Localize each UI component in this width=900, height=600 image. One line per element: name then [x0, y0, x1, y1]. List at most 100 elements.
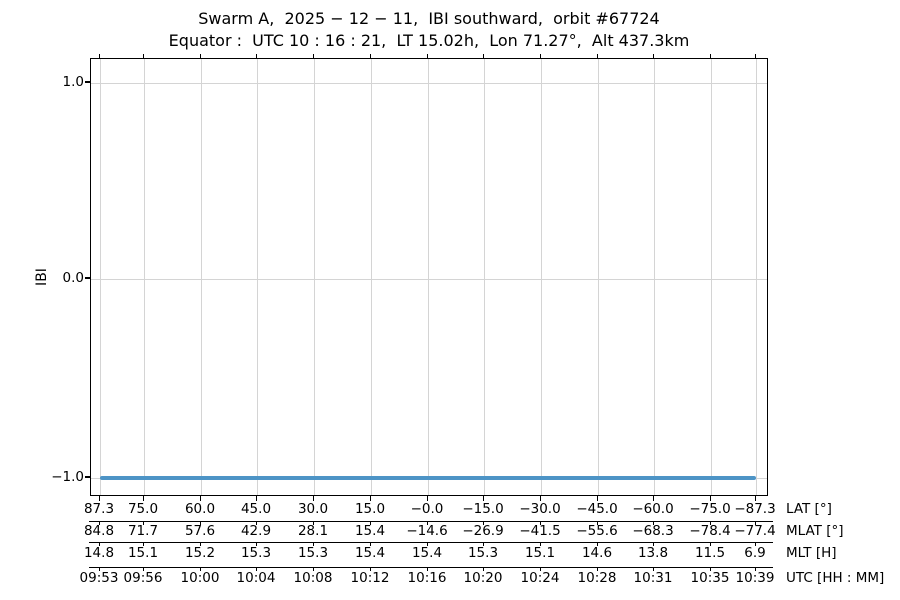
- x-axis-row-tick: [652, 567, 654, 571]
- x-axis-row-tick: [369, 521, 371, 525]
- x-axis-row-tick: [652, 542, 654, 546]
- x-axis-row-tick: [539, 567, 541, 571]
- x-axis-row-tick: [255, 521, 257, 525]
- x-tick-label: 30.0: [297, 501, 329, 517]
- ibi-data-line: [100, 476, 756, 480]
- x-axis-row-tick: [426, 521, 428, 525]
- top-axis-tick: [98, 53, 100, 58]
- v-gridline: [144, 59, 145, 495]
- x-tick-label: 10:08: [293, 570, 333, 586]
- x-axis-unit-label: MLAT [°]: [786, 522, 844, 539]
- x-tick-label: −30.0: [519, 501, 561, 517]
- x-tick-label: 14.6: [581, 544, 613, 561]
- y-axis-tick: [85, 277, 90, 279]
- h-gridline: [91, 83, 767, 84]
- x-axis-row-tick: [539, 521, 541, 525]
- x-tick-label: 13.8: [637, 544, 669, 561]
- y-axis-tick: [85, 81, 90, 83]
- y-tick-label: 0.0: [62, 270, 84, 286]
- x-tick-label: 15.3: [297, 544, 329, 561]
- x-tick-label: 10:16: [407, 570, 447, 586]
- v-gridline: [711, 59, 712, 495]
- x-axis-row-tick: [596, 521, 598, 525]
- x-tick-label: −60.0: [632, 501, 674, 517]
- x-axis-row-tick: [199, 567, 201, 571]
- bottom-axis-tick: [312, 496, 314, 501]
- x-axis-row-tick: [199, 521, 201, 525]
- x-axis-row-tick: [482, 521, 484, 525]
- x-tick-label: 11.5: [694, 544, 726, 561]
- x-tick-label: 10:35: [690, 570, 730, 586]
- bottom-axis-tick: [426, 496, 428, 501]
- y-axis-tick: [85, 476, 90, 478]
- v-gridline: [598, 59, 599, 495]
- v-gridline: [100, 59, 101, 495]
- x-tick-label: 10:24: [520, 570, 560, 586]
- top-axis-tick: [482, 53, 484, 58]
- bottom-axis-tick: [142, 496, 144, 501]
- x-tick-label: 10:04: [236, 570, 276, 586]
- x-tick-label: −41.5: [519, 522, 561, 539]
- v-gridline: [654, 59, 655, 495]
- top-axis-tick: [652, 53, 654, 58]
- v-gridline: [484, 59, 485, 495]
- top-axis-tick: [369, 53, 371, 58]
- x-tick-label: 09:56: [123, 570, 163, 586]
- y-tick-label: −1.0: [51, 469, 84, 485]
- x-axis-row-tick: [709, 567, 711, 571]
- v-gridline: [201, 59, 202, 495]
- x-tick-label: 28.1: [297, 522, 329, 539]
- v-gridline: [756, 59, 757, 495]
- x-tick-label: −77.4: [734, 522, 776, 539]
- x-axis-row-tick: [369, 542, 371, 546]
- x-tick-label: 71.7: [127, 522, 159, 539]
- x-axis-row-line: [89, 566, 773, 568]
- x-tick-label: 15.2: [184, 544, 216, 561]
- x-tick-label: 10:00: [180, 570, 220, 586]
- y-tick-label: 1.0: [62, 74, 84, 90]
- bottom-axis-tick: [754, 496, 756, 501]
- x-tick-label: −14.6: [406, 522, 448, 539]
- x-tick-label: −26.9: [462, 522, 504, 539]
- bottom-axis-tick: [199, 496, 201, 501]
- x-tick-label: 15.1: [524, 544, 556, 561]
- x-axis-row-tick: [596, 542, 598, 546]
- x-axis-row-tick: [596, 567, 598, 571]
- top-axis-tick: [312, 53, 314, 58]
- bottom-axis-tick: [596, 496, 598, 501]
- x-tick-label: −75.0: [689, 501, 731, 517]
- x-tick-label: 45.0: [240, 501, 272, 517]
- x-tick-label: 09:53: [79, 570, 119, 586]
- x-axis-unit-label: UTC [HH : MM]: [786, 570, 885, 586]
- x-axis-row-tick: [709, 542, 711, 546]
- v-gridline: [541, 59, 542, 495]
- x-tick-label: 10:12: [350, 570, 390, 586]
- top-axis-tick: [199, 53, 201, 58]
- x-tick-label: −68.3: [632, 522, 674, 539]
- bottom-axis-tick: [369, 496, 371, 501]
- bottom-axis-tick: [482, 496, 484, 501]
- x-tick-label: 15.4: [411, 544, 443, 561]
- x-axis-row-tick: [652, 521, 654, 525]
- top-axis-tick: [754, 53, 756, 58]
- x-tick-label: 87.3: [83, 501, 115, 517]
- x-axis-row-tick: [255, 567, 257, 571]
- x-axis-row-tick: [369, 567, 371, 571]
- x-tick-label: 15.4: [354, 544, 386, 561]
- x-tick-label: −15.0: [462, 501, 504, 517]
- x-axis-row-tick: [482, 542, 484, 546]
- x-axis-row-tick: [142, 521, 144, 525]
- x-tick-label: 57.6: [184, 522, 216, 539]
- top-axis-tick: [539, 53, 541, 58]
- x-axis-unit-label: LAT [°]: [786, 501, 832, 517]
- x-axis-row-tick: [482, 567, 484, 571]
- bottom-axis-tick: [539, 496, 541, 501]
- chart-title: Swarm A, 2025 − 12 − 11, IBI southward, …: [198, 9, 660, 28]
- x-axis-row-tick: [312, 542, 314, 546]
- chart-subtitle: Equator : UTC 10 : 16 : 21, LT 15.02h, L…: [168, 31, 690, 50]
- x-tick-label: −87.3: [734, 501, 776, 517]
- x-axis-row-tick: [98, 542, 100, 546]
- x-tick-label: 10:28: [577, 570, 617, 586]
- x-tick-label: 75.0: [127, 501, 159, 517]
